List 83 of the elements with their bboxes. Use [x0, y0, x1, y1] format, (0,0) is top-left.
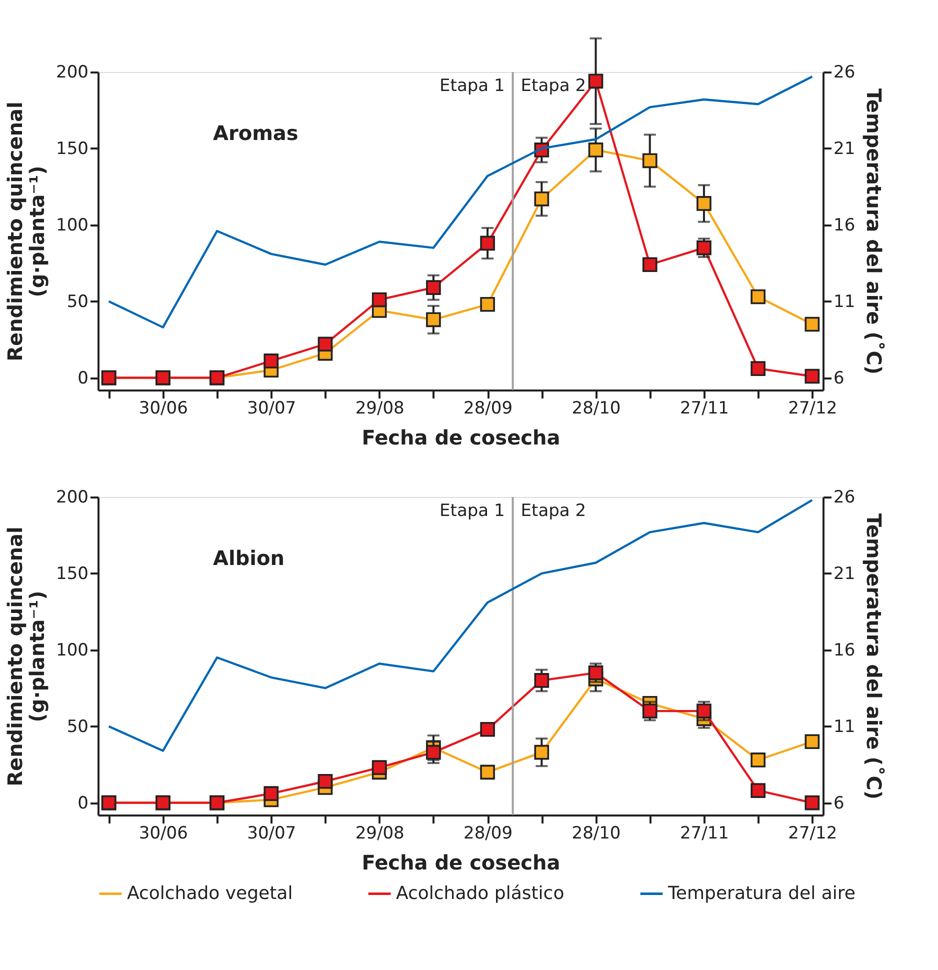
text: Albion — [213, 546, 284, 570]
point — [426, 312, 441, 328]
annotation: Etapa 1 — [440, 501, 505, 521]
legend-label: Acolchado vegetal — [127, 882, 293, 904]
x-tick-label: 30/06 — [138, 824, 188, 844]
point — [480, 722, 495, 737]
y-tick-label: 50 — [66, 716, 88, 737]
y-tick-label: 150 — [56, 138, 88, 159]
annotation: Etapa 2 — [520, 76, 586, 96]
point — [804, 368, 820, 384]
point — [372, 760, 387, 776]
x-tick-label: 29/08 — [355, 398, 404, 418]
point — [588, 142, 604, 158]
y2-tick-label: 16 — [834, 640, 856, 660]
x-tick-label: 30/07 — [247, 398, 296, 418]
point — [426, 744, 441, 760]
point — [588, 74, 604, 89]
annotation: Etapa 1 — [440, 76, 505, 96]
point — [642, 153, 658, 168]
point — [534, 673, 550, 688]
y2-tick-label: 21 — [834, 564, 856, 584]
point — [750, 752, 766, 768]
y2-tick-label: 26 — [834, 488, 856, 508]
point — [534, 191, 550, 206]
y2-tick-label: 11 — [834, 716, 856, 737]
point — [642, 257, 658, 272]
y-tick-label: 200 — [56, 62, 88, 82]
annotation: Etapa 2 — [520, 501, 586, 521]
x-tick-label: 27/12 — [788, 824, 838, 844]
point — [318, 774, 333, 789]
x-tick-label: 27/11 — [680, 824, 729, 844]
y2-axis-title: Temperatura del aire (˚C) — [862, 513, 886, 800]
y-tick-label: 150 — [56, 564, 88, 584]
x-tick-label: 29/08 — [355, 824, 404, 844]
legend-label: Temperatura del aire — [667, 882, 856, 904]
point — [804, 795, 820, 810]
point — [750, 361, 766, 376]
x-tick-label: 28/09 — [464, 824, 513, 844]
point — [318, 336, 333, 352]
point — [480, 236, 495, 251]
x-tick-label: 27/11 — [680, 398, 729, 418]
y2-axis-title: Temperatura del aire (˚C) — [862, 88, 886, 375]
x-tick-label: 28/10 — [572, 398, 621, 418]
point — [696, 196, 712, 211]
y-tick-label: 200 — [56, 488, 88, 508]
text: Aromas — [213, 121, 298, 145]
y-tick-label: 0 — [78, 793, 88, 814]
point — [534, 744, 550, 760]
point — [696, 240, 712, 256]
x-tick-label: 28/10 — [572, 824, 621, 844]
y-axis-title: Rendimiento quincenal (g·planta⁻¹) — [3, 526, 50, 786]
x-axis-title: Fecha de cosecha — [362, 426, 560, 450]
line-series — [108, 498, 814, 752]
point — [804, 316, 820, 332]
y2-tick-label: 6 — [834, 793, 844, 814]
point — [642, 704, 658, 718]
point — [426, 280, 441, 295]
y2-tick-label: 26 — [834, 62, 856, 82]
x-tick-label: 28/09 — [464, 398, 513, 418]
point — [750, 289, 766, 304]
y-tick-label: 0 — [78, 368, 88, 388]
x-axis-title: Fecha de cosecha — [362, 850, 560, 874]
point — [264, 786, 279, 802]
point — [750, 783, 766, 798]
y2-tick-label: 6 — [834, 368, 844, 388]
y2-tick-label: 11 — [834, 292, 856, 312]
point — [480, 296, 495, 312]
x-tick-label: 30/06 — [138, 398, 188, 418]
line-series — [108, 75, 814, 328]
x-tick-label: 27/12 — [788, 398, 838, 418]
y2-tick-label: 21 — [834, 138, 856, 159]
y-tick-label: 100 — [56, 640, 88, 660]
x-tick-label: 30/07 — [247, 824, 296, 844]
point — [480, 764, 495, 780]
point — [264, 354, 279, 368]
y-tick-label: 50 — [66, 292, 88, 312]
point — [696, 704, 712, 718]
y-tick-label: 100 — [56, 215, 88, 236]
y-axis-title: Rendimiento quincenal (g·planta⁻¹) — [3, 102, 50, 362]
point — [372, 292, 387, 308]
point — [804, 734, 820, 750]
legend-label: Acolchado plástico — [396, 882, 564, 904]
y2-tick-label: 16 — [834, 215, 856, 236]
